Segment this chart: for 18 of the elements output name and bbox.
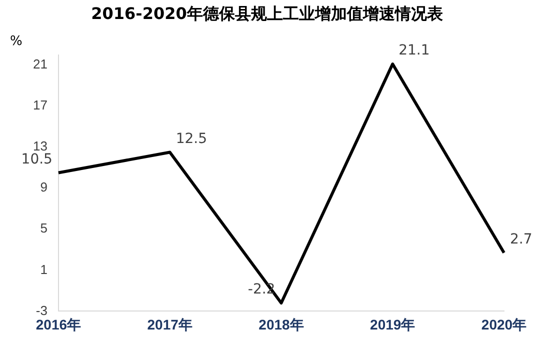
y-tick-label: 1 bbox=[40, 262, 48, 277]
y-tick-label: 17 bbox=[32, 98, 48, 113]
x-tick-label: 2019年 bbox=[370, 316, 416, 332]
data-label: 21.1 bbox=[398, 42, 430, 59]
data-label: 2.7 bbox=[510, 231, 532, 248]
y-axis-title: % bbox=[10, 34, 22, 49]
y-tick-label: 21 bbox=[32, 56, 48, 72]
y-tick-label: 5 bbox=[40, 220, 48, 236]
y-tick-label: 9 bbox=[40, 180, 48, 195]
y-tick-label: 13 bbox=[32, 138, 48, 154]
chart-title: 2016-2020年德保县规上工业增加值增速情况表 bbox=[90, 4, 444, 25]
x-tick-label: 2016年 bbox=[36, 316, 82, 332]
y-tick-label: -3 bbox=[36, 302, 48, 318]
data-label: 10.5 bbox=[21, 151, 52, 168]
x-tick-label: 2017年 bbox=[147, 316, 192, 332]
x-tick-label: 2018年 bbox=[258, 316, 304, 332]
x-tick-label: 2020年 bbox=[481, 316, 527, 332]
data-label: 12.5 bbox=[176, 130, 208, 147]
